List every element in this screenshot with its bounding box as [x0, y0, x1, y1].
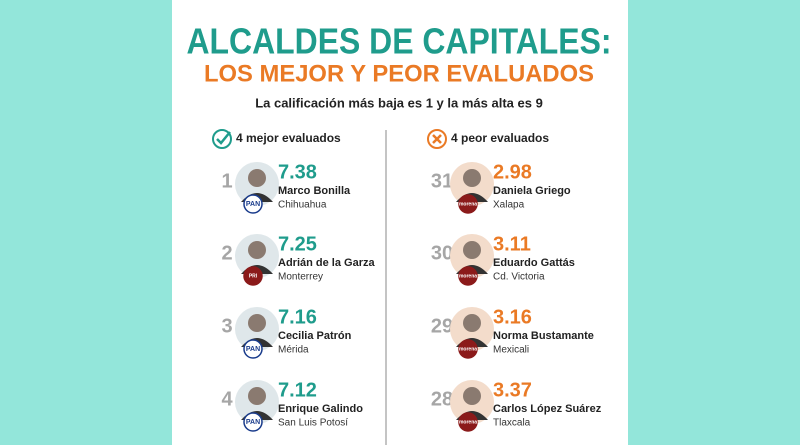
party-logo — [458, 412, 478, 432]
photo-head — [463, 314, 481, 332]
name: Carlos López Suárez — [493, 403, 602, 415]
score: 3.11 — [493, 233, 531, 255]
rank: 3 — [221, 315, 232, 337]
score: 3.37 — [493, 379, 532, 401]
party: morena — [459, 346, 477, 352]
score: 2.98 — [493, 161, 532, 183]
score: 7.16 — [278, 306, 317, 328]
subtitle: LOS MEJOR Y PEOR EVALUADOS — [204, 60, 594, 87]
party: PAN — [246, 419, 260, 426]
party: morena — [459, 273, 477, 279]
city: Cd. Victoria — [493, 272, 545, 283]
name: Cecilia Patrón — [278, 330, 352, 342]
photo-head — [248, 387, 266, 405]
rank: 28 — [431, 388, 453, 410]
cross-icon — [427, 129, 447, 149]
rank: 31 — [431, 170, 453, 192]
photo-head — [248, 169, 266, 187]
party: PRI — [249, 273, 258, 279]
city: Xalapa — [493, 200, 525, 211]
city: Monterrey — [278, 272, 323, 283]
rank: 29 — [431, 315, 453, 337]
party: morena — [459, 419, 477, 425]
party-logo — [458, 339, 478, 359]
photo-head — [463, 241, 481, 259]
city: Mexicali — [493, 345, 529, 356]
name: Norma Bustamante — [493, 330, 594, 342]
card — [172, 0, 628, 445]
city: Mérida — [278, 345, 309, 356]
city: San Luis Potosí — [278, 418, 348, 429]
column-heading: 4 mejor evaluados — [236, 131, 341, 145]
name: Daniela Griego — [493, 185, 571, 197]
column-heading: 4 peor evaluados — [451, 131, 549, 145]
party-logo — [243, 266, 263, 286]
photo-head — [463, 387, 481, 405]
score: 7.38 — [278, 161, 317, 183]
city: Chihuahua — [278, 200, 327, 211]
city: Tlaxcala — [493, 418, 531, 429]
name: Eduardo Gattás — [493, 257, 575, 269]
party: morena — [459, 201, 477, 207]
party-logo — [458, 194, 478, 214]
party: PAN — [246, 346, 260, 353]
note: La calificación más baja es 1 y la más a… — [255, 95, 543, 110]
rank: 4 — [221, 388, 233, 410]
party-logo — [243, 339, 263, 359]
score: 7.25 — [278, 233, 317, 255]
rank: 1 — [221, 170, 232, 192]
rank: 2 — [221, 242, 232, 264]
score: 3.16 — [493, 306, 532, 328]
name: Marco Bonilla — [278, 185, 351, 197]
party-logo — [243, 194, 263, 214]
party-logo — [458, 266, 478, 286]
name: Enrique Galindo — [278, 403, 363, 415]
party: PAN — [246, 201, 260, 208]
name: Adrián de la Garza — [278, 257, 375, 269]
photo-head — [248, 314, 266, 332]
photo-head — [248, 241, 266, 259]
check-icon — [212, 129, 232, 149]
score: 7.12 — [278, 379, 317, 401]
photo-head — [463, 169, 481, 187]
rank: 30 — [431, 242, 453, 264]
title: ALCALDES DE CAPITALES: — [187, 21, 612, 62]
party-logo — [243, 412, 263, 432]
